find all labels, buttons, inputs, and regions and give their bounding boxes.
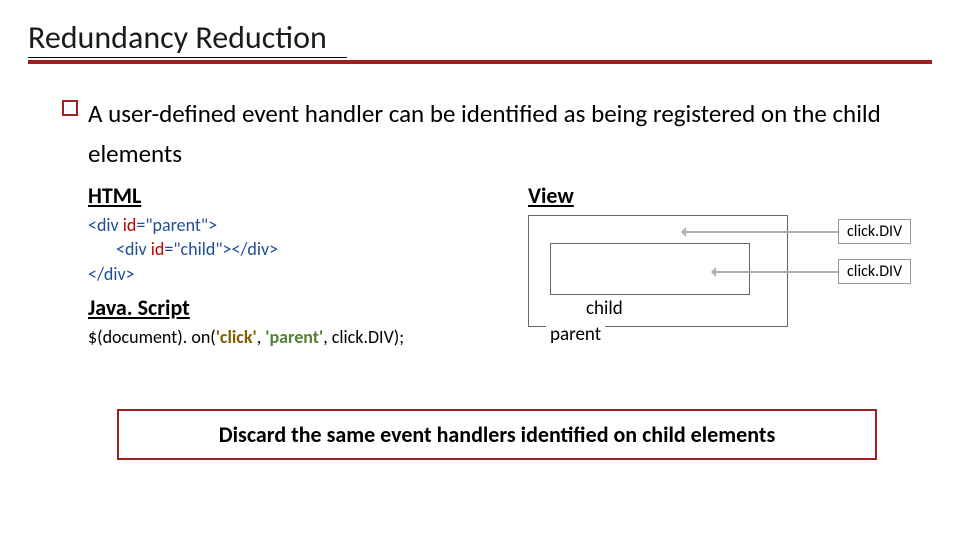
code-token: </div> — [88, 263, 135, 285]
child-label: child — [586, 297, 623, 320]
callout-text: Discard the same event handlers identifi… — [219, 421, 775, 448]
html-code: <div id="parent"> <div id="child"></div>… — [88, 213, 488, 286]
code-token: , — [323, 326, 332, 348]
bullet-row: A user-defined event handler can be iden… — [62, 94, 932, 174]
arrow-icon — [714, 271, 838, 273]
js-code: $(document). on('click', 'parent', click… — [88, 325, 488, 349]
arrow-icon — [684, 231, 838, 233]
square-bullet-icon — [62, 100, 78, 116]
code-token: ="parent" — [136, 214, 208, 236]
code-token: > — [208, 214, 217, 236]
code-token: id — [151, 238, 165, 260]
code-token: id — [123, 214, 137, 236]
code-token: click.DIV — [332, 326, 394, 348]
code-token: <div — [116, 238, 151, 260]
code-token: , — [257, 326, 266, 348]
code-token: ); — [394, 326, 404, 348]
event-tag: click.DIV — [838, 219, 911, 244]
code-token: 'click' — [216, 326, 257, 348]
html-label: HTML — [88, 182, 488, 209]
slide-title: Redundancy Reduction — [28, 18, 347, 58]
right-column: View child parent click.DIV click.DIV — [528, 182, 932, 349]
view-diagram: child parent click.DIV click.DIV — [528, 215, 818, 335]
title-wrap: Redundancy Reduction — [28, 18, 932, 64]
code-token: ="child" — [164, 238, 222, 260]
view-label: View — [528, 182, 932, 209]
js-label: Java. Script — [88, 294, 488, 321]
code-token: ></div> — [223, 238, 279, 260]
event-tag: click.DIV — [838, 259, 911, 284]
left-column: HTML <div id="parent"> <div id="child"><… — [88, 182, 488, 349]
bullet-text: A user-defined event handler can be iden… — [88, 94, 932, 174]
parent-label: parent — [546, 323, 605, 346]
code-token: $(document). on( — [88, 326, 216, 348]
code-token: 'parent' — [265, 326, 323, 348]
child-box — [550, 243, 750, 295]
callout-box: Discard the same event handlers identifi… — [117, 409, 877, 460]
code-token: <div — [88, 214, 123, 236]
